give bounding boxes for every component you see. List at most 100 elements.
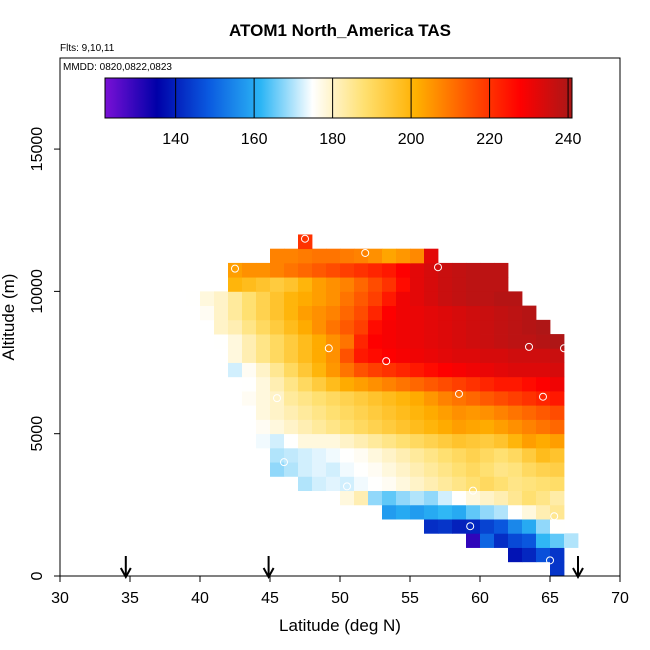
heatmap-cell bbox=[550, 433, 565, 449]
heatmap-cell bbox=[550, 391, 565, 406]
heatmap-cell bbox=[438, 334, 453, 349]
heatmap-cell bbox=[494, 519, 509, 534]
heatmap-cell bbox=[368, 376, 383, 392]
heatmap-cell bbox=[340, 405, 355, 420]
heatmap-cell bbox=[410, 291, 425, 307]
heatmap-cell bbox=[550, 376, 565, 392]
heatmap-cell bbox=[466, 462, 481, 477]
heatmap-cell bbox=[424, 291, 439, 307]
heatmap-cell bbox=[536, 348, 551, 363]
circle-marker bbox=[469, 486, 477, 495]
heatmap-cell bbox=[494, 490, 509, 506]
heatmap-cell bbox=[424, 504, 439, 520]
heatmap-cell bbox=[424, 476, 439, 492]
heatmap-cell bbox=[410, 262, 425, 278]
circle-markers bbox=[182, 234, 568, 565]
heatmap-cell bbox=[438, 277, 453, 292]
heatmap-cell bbox=[312, 262, 327, 278]
heatmap-cell bbox=[270, 462, 285, 477]
heatmap-cell bbox=[508, 334, 523, 349]
heatmap-cell bbox=[312, 476, 327, 492]
heatmap-cell bbox=[312, 376, 327, 392]
circle-marker bbox=[361, 248, 370, 257]
heatmap-cell bbox=[536, 462, 551, 477]
heatmap-cell bbox=[508, 405, 523, 420]
heatmap-cell bbox=[410, 334, 425, 349]
heatmap-cell bbox=[312, 391, 327, 406]
heatmap-cell bbox=[312, 277, 327, 292]
heatmap-cell bbox=[480, 391, 495, 406]
heatmap-cell bbox=[550, 490, 565, 506]
heatmap-cell bbox=[312, 348, 327, 363]
heatmap-cell bbox=[508, 348, 523, 363]
heatmap-cell bbox=[410, 476, 425, 492]
heatmap-cell bbox=[410, 447, 425, 463]
heatmap-cell bbox=[298, 319, 313, 335]
circle-marker bbox=[343, 482, 351, 491]
heatmap-cell bbox=[382, 319, 397, 335]
heatmap-cell bbox=[312, 433, 327, 449]
x-tick-label: 35 bbox=[121, 590, 139, 607]
heatmap-cell bbox=[270, 262, 285, 278]
heatmap-cell bbox=[396, 462, 411, 477]
heatmap-cell bbox=[550, 519, 565, 534]
x-tick-label: 50 bbox=[331, 590, 349, 607]
heatmap-cell bbox=[424, 334, 439, 349]
heatmap-cell bbox=[424, 419, 439, 435]
heatmap-cell bbox=[270, 419, 285, 435]
heatmap-cell bbox=[368, 462, 383, 477]
heatmap-cell bbox=[522, 362, 537, 378]
heatmap-cell bbox=[522, 433, 537, 449]
heatmap-cell bbox=[396, 447, 411, 463]
heatmap-cell bbox=[340, 362, 355, 378]
heatmap-cell bbox=[452, 419, 467, 435]
heatmap-cell bbox=[396, 291, 411, 307]
heatmap-cell bbox=[382, 248, 397, 264]
heatmap-cell bbox=[536, 447, 551, 463]
heatmap-cell bbox=[326, 262, 341, 278]
heatmap-cell bbox=[424, 447, 439, 463]
heatmap-cells bbox=[186, 234, 579, 577]
heatmap-cell bbox=[382, 433, 397, 449]
heatmap-cell bbox=[522, 519, 537, 534]
heatmap-cell bbox=[438, 519, 453, 534]
heatmap-cell bbox=[340, 419, 355, 435]
heatmap-cell bbox=[312, 319, 327, 335]
heatmap-cell bbox=[270, 391, 285, 406]
heatmap-cell bbox=[228, 319, 243, 335]
heatmap-cell bbox=[410, 362, 425, 378]
heatmap-cell bbox=[480, 476, 495, 492]
y-tick-label: 5000 bbox=[29, 416, 46, 452]
heatmap-cell bbox=[452, 334, 467, 349]
heatmap-cell bbox=[256, 433, 271, 449]
heatmap-cell bbox=[480, 348, 495, 363]
heatmap-cell bbox=[298, 334, 313, 349]
heatmap-cell bbox=[382, 504, 397, 520]
heatmap-cell bbox=[382, 462, 397, 477]
heatmap-cell bbox=[494, 533, 509, 548]
colorbar: 140 160 180 200 220 240 bbox=[104, 77, 582, 148]
heatmap-cell bbox=[284, 447, 299, 463]
heatmap-cell bbox=[452, 291, 467, 307]
heatmap-cell bbox=[550, 462, 565, 477]
heatmap-cell bbox=[466, 419, 481, 435]
heatmap-cell bbox=[452, 519, 467, 534]
heatmap-cell bbox=[550, 447, 565, 463]
heatmap-cell bbox=[452, 504, 467, 520]
heatmap-cell bbox=[480, 376, 495, 392]
heatmap-cell bbox=[382, 334, 397, 349]
heatmap-cell bbox=[326, 248, 341, 264]
heatmap-cell bbox=[536, 533, 551, 548]
heatmap-cell bbox=[550, 476, 565, 492]
circle-marker bbox=[525, 342, 533, 351]
heatmap-cell bbox=[298, 462, 313, 477]
heatmap-cell bbox=[256, 391, 271, 406]
heatmap-cell bbox=[242, 362, 257, 378]
heatmap-cell bbox=[228, 362, 243, 378]
heatmap-cell bbox=[284, 291, 299, 307]
heatmap-cell bbox=[354, 262, 369, 278]
circle-marker bbox=[301, 234, 309, 243]
heatmap-cell bbox=[242, 348, 257, 363]
heatmap-cell bbox=[550, 334, 565, 349]
heatmap-cell bbox=[424, 362, 439, 378]
